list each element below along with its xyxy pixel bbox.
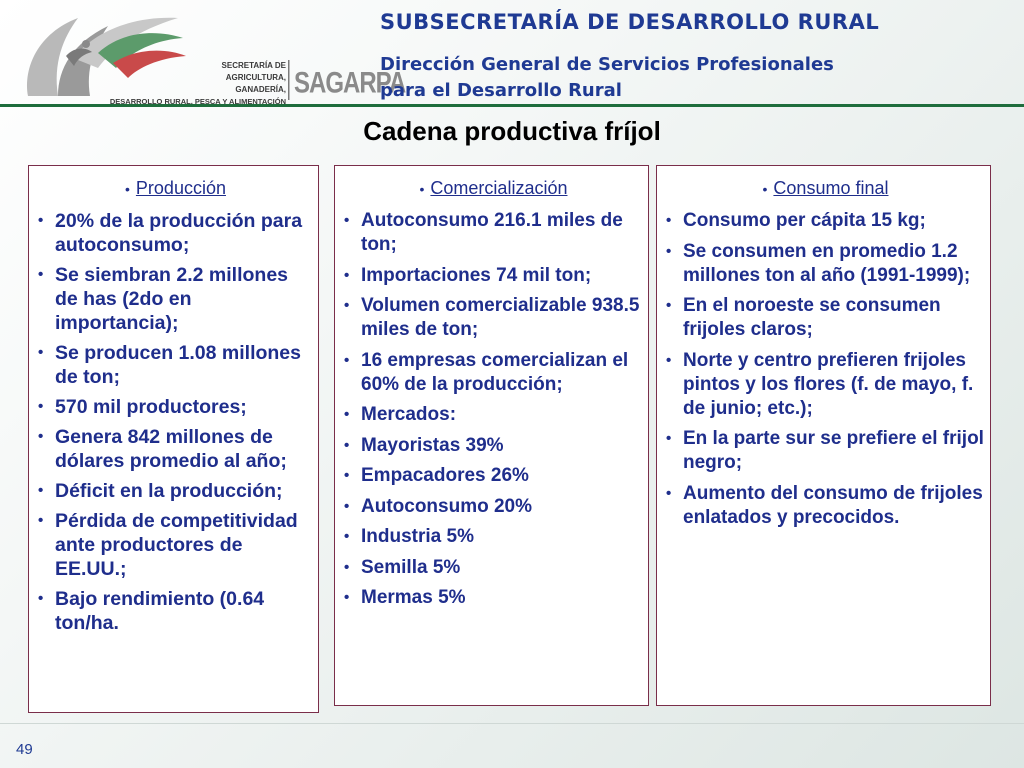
bullet-icon: • bbox=[344, 497, 350, 515]
list-item: • En el noroeste se consumen frijoles cla… bbox=[666, 295, 941, 340]
bullet-icon: • bbox=[344, 351, 350, 369]
bullet-icon: • bbox=[344, 266, 350, 284]
bullet-icon: • bbox=[666, 351, 672, 369]
list-item: • Consumo per cápita 15 kg; bbox=[666, 210, 926, 231]
list-item: • Empacadores 26% bbox=[344, 465, 529, 486]
header-title: SUBSECRETARÍA DE DESARROLLO RURAL bbox=[380, 10, 880, 34]
logo-line-1: SECRETARÍA DE bbox=[221, 61, 286, 70]
bullet-icon: • bbox=[38, 266, 44, 283]
list-item: • Importaciones 74 mil ton; bbox=[344, 264, 592, 286]
bullet-icon: • bbox=[344, 406, 350, 423]
bullet-icon: • bbox=[344, 528, 350, 545]
list-item: • Semilla 5% bbox=[344, 556, 461, 578]
list-item: • Norte y centro prefieren frijoles pinto… bbox=[666, 349, 974, 419]
list-item: • Genera 842 millones de dólares promedio… bbox=[38, 426, 287, 472]
eagle-emblem-icon bbox=[27, 17, 290, 100]
list-item: • Mercados: bbox=[344, 404, 457, 425]
bullet-icon: • bbox=[344, 558, 350, 576]
commercialization-box: • Comercialización • Autoconsumo 216.1 mil… bbox=[334, 165, 649, 706]
list-item: • Mermas 5% bbox=[344, 587, 466, 608]
bullet-icon: • bbox=[344, 589, 350, 606]
bullet-icon: • bbox=[38, 590, 44, 607]
bullet-icon: • bbox=[38, 428, 44, 445]
production-box: • Producción • 20% de la producción para a… bbox=[28, 165, 319, 713]
list-item: • Se siembran 2.2 millones de has (2do en… bbox=[38, 264, 289, 334]
bullet-icon: • bbox=[38, 482, 44, 499]
bullet-icon: • bbox=[125, 181, 130, 197]
bullet-icon: • bbox=[666, 212, 672, 229]
final-consumption-box: • Consumo final • Consumo per cápita 15 kg… bbox=[656, 165, 991, 706]
header-subtitle: Dirección General de Servicios Profesion… bbox=[380, 52, 1000, 104]
list-item: • Déficit en la producción; bbox=[38, 480, 283, 502]
list-item: • Aumento del consumo de frijoles enlata… bbox=[666, 482, 983, 528]
list-item: • Volumen comercializable 938.5 miles de … bbox=[344, 295, 640, 340]
list-item: • 16 empresas comercializan el 60% de la … bbox=[344, 349, 629, 395]
bullet-icon: • bbox=[344, 212, 350, 229]
bullet-icon: • bbox=[666, 484, 672, 502]
list-item: • Autoconsumo 216.1 miles de ton; bbox=[344, 210, 623, 255]
bullet-icon: • bbox=[344, 436, 350, 454]
list-item: • Bajo rendimiento (0.64 ton/ha. bbox=[38, 588, 265, 634]
bullet-icon: • bbox=[344, 467, 350, 484]
slide-title: Cadena productiva fríjol bbox=[363, 116, 661, 146]
list-item: • En la parte sur se prefiere el frijol n… bbox=[666, 428, 984, 473]
commercialization-heading: • Comercialización bbox=[419, 178, 568, 198]
commercialization-list: • Comercialización • Autoconsumo 216.1 mil… bbox=[343, 176, 644, 610]
page-number: 49 bbox=[16, 741, 33, 758]
bullet-icon: • bbox=[666, 242, 672, 260]
logo-brand: SAGARPA bbox=[294, 66, 406, 100]
logo-line-2: AGRICULTURA, GANADERÍA, bbox=[225, 73, 286, 94]
bullet-icon: • bbox=[38, 212, 44, 229]
bullet-icon: • bbox=[762, 181, 768, 197]
bullet-icon: • bbox=[38, 398, 44, 415]
bullet-icon: • bbox=[38, 344, 44, 361]
bullet-icon: • bbox=[666, 430, 672, 447]
final-consumption-list: • Consumo final • Consumo per cápita 15 kg… bbox=[665, 176, 986, 530]
bullet-icon: • bbox=[666, 297, 672, 314]
bullet-icon: • bbox=[419, 181, 425, 197]
bullet-icon: • bbox=[344, 297, 350, 314]
list-item: • Mayoristas 39% bbox=[344, 434, 504, 456]
list-item: • 570 mil productores; bbox=[38, 396, 247, 418]
list-item: • 20% de la producción para autoconsumo; bbox=[38, 210, 303, 256]
logo-line-3: DESARROLLO RURAL, PESCA Y ALIMENTACIÓN bbox=[109, 97, 286, 106]
header-subtitle-line-1: Dirección General de Servicios Profesion… bbox=[380, 54, 834, 75]
footer-divider bbox=[0, 723, 1024, 724]
header-divider bbox=[0, 104, 1024, 107]
list-item: • Se consumen en promedio 1.2 millones to… bbox=[666, 240, 971, 286]
list-item: • Pérdida de competitividad ante producto… bbox=[38, 510, 298, 580]
list-item: • Autoconsumo 20% bbox=[344, 495, 533, 517]
production-list: • Producción • 20% de la producción para a… bbox=[37, 176, 314, 635]
production-heading: • Producción bbox=[125, 178, 226, 198]
list-item: • Se producen 1.08 millones de ton; bbox=[38, 342, 301, 388]
list-item: • Industria 5% bbox=[344, 526, 474, 547]
bullet-icon: • bbox=[38, 512, 44, 529]
header-subtitle-line-2: para el Desarrollo Rural bbox=[380, 80, 622, 101]
sagarpa-logo: SECRETARÍA DE AGRICULTURA, GANADERÍA, DE… bbox=[18, 8, 406, 106]
final-consumption-heading: • Consumo final bbox=[762, 178, 889, 198]
